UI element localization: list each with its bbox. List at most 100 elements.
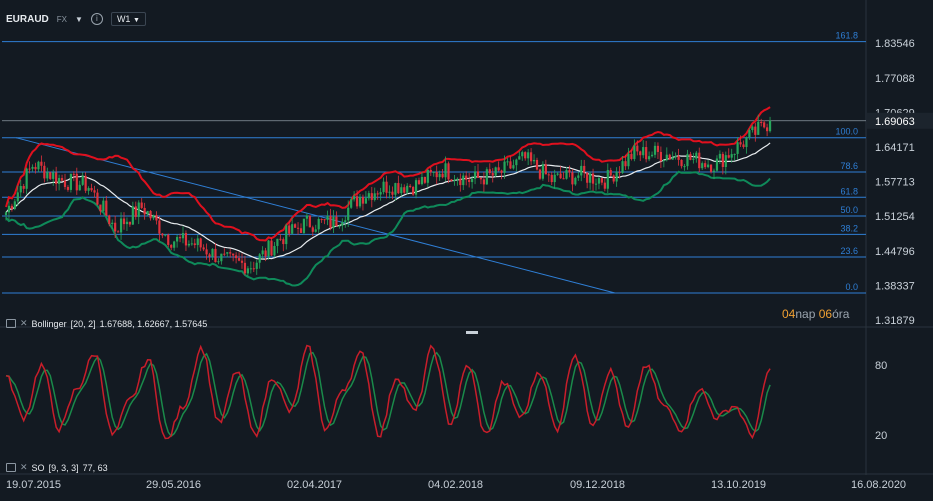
- candle-body: [299, 228, 303, 233]
- time-tick-label: 04.02.2018: [428, 479, 483, 491]
- candle-body: [93, 190, 96, 193]
- candle-body: [518, 156, 521, 160]
- candle-body: [686, 153, 689, 167]
- candle-body: [465, 175, 468, 180]
- candle-body: [423, 177, 426, 183]
- candle-body: [370, 193, 373, 200]
- candle-body: [140, 202, 143, 208]
- candle-body: [541, 164, 544, 179]
- candle-body: [730, 154, 733, 158]
- candle-body: [429, 169, 432, 173]
- candle-body: [397, 183, 400, 194]
- candle-body: [176, 237, 179, 242]
- candle-body: [63, 180, 67, 187]
- candle-body: [662, 160, 665, 162]
- candle-body: [302, 218, 306, 233]
- candle-body: [58, 178, 61, 184]
- candle-body: [473, 171, 477, 179]
- candle-body: [500, 170, 503, 173]
- candle-body: [69, 173, 72, 190]
- candle-body: [243, 262, 247, 274]
- candle-body: [78, 184, 81, 191]
- bollinger-values: 1.67688, 1.62667, 1.57645: [99, 318, 208, 329]
- candle-body: [249, 268, 252, 270]
- candle-body: [506, 161, 509, 163]
- so-d-line: [5, 351, 771, 438]
- candle-body: [229, 252, 232, 254]
- candle-body: [615, 171, 618, 182]
- fib-level-label: 61.8: [840, 186, 858, 196]
- candle-body: [232, 253, 235, 256]
- candle-body: [31, 166, 34, 169]
- bar-countdown: 04nap 06óra: [782, 307, 849, 321]
- candle-body: [4, 212, 8, 216]
- time-tick-label: 16.08.2020: [851, 479, 906, 491]
- close-icon[interactable]: ✕: [20, 318, 28, 328]
- close-icon[interactable]: ✕: [20, 462, 28, 472]
- candle-body: [311, 227, 314, 232]
- candle-body: [677, 155, 680, 160]
- candle-body: [240, 260, 244, 263]
- candle-body: [46, 172, 49, 179]
- candle-body: [574, 177, 577, 185]
- candle-body: [642, 147, 645, 156]
- candle-body: [521, 152, 524, 157]
- candle-body: [326, 215, 329, 220]
- candle-body: [736, 142, 739, 154]
- candle-body: [258, 254, 261, 263]
- candle-body: [668, 154, 671, 160]
- candle-body: [373, 193, 376, 200]
- candle-body: [261, 250, 264, 255]
- candle-body: [583, 165, 586, 173]
- candle-body: [630, 153, 633, 160]
- candle-body: [712, 170, 716, 172]
- candle-body: [650, 154, 654, 157]
- candle-body: [394, 183, 397, 195]
- candle-body: [364, 198, 367, 204]
- candle-body: [409, 185, 412, 187]
- candle-body: [527, 152, 530, 159]
- fib-level-label: 161.8: [835, 31, 858, 41]
- candle-body: [724, 155, 727, 168]
- candle-body: [695, 152, 698, 159]
- symbol-label[interactable]: EURAUD: [6, 13, 49, 25]
- candle-body: [388, 191, 391, 193]
- candle-body: [459, 178, 462, 186]
- countdown-days-unit: nap: [795, 307, 816, 321]
- candle-body: [181, 233, 185, 239]
- candle-body: [190, 243, 193, 245]
- candle-body: [648, 156, 651, 160]
- candle-body: [603, 182, 606, 189]
- candle-body: [235, 255, 238, 259]
- candle-body: [447, 163, 450, 180]
- countdown-hours-unit: óra: [832, 307, 850, 321]
- candle-body: [671, 157, 674, 160]
- window-icon[interactable]: [6, 319, 16, 328]
- candle-body: [609, 169, 612, 176]
- price-tick-label: 1.57713: [875, 177, 915, 189]
- window-icon[interactable]: [6, 463, 16, 472]
- candle-body: [597, 178, 601, 184]
- candle-body: [49, 172, 52, 179]
- stochastic-params: [9, 3, 3]: [48, 462, 79, 473]
- timeframe-dropdown[interactable]: W1 ▼: [110, 12, 146, 26]
- candle-body: [382, 181, 385, 193]
- candle-body: [178, 237, 182, 239]
- candle-body: [509, 161, 512, 169]
- candle-body: [471, 178, 474, 183]
- candle-body: [748, 130, 751, 138]
- candle-body: [760, 121, 763, 123]
- info-icon[interactable]: i: [90, 13, 103, 25]
- candle-body: [494, 167, 497, 176]
- candle-body: [512, 165, 515, 169]
- chevron-down-icon[interactable]: ▼: [75, 14, 83, 24]
- candle-body: [223, 253, 226, 255]
- candle-body: [559, 173, 562, 179]
- candle-body: [636, 145, 639, 152]
- candle-body: [479, 177, 483, 180]
- stochastic-legend: ✕ SO [9, 3, 3] 77, 63: [6, 462, 108, 473]
- candle-body: [81, 175, 84, 185]
- candle-body: [586, 172, 589, 183]
- so-tick-label: 80: [875, 360, 887, 372]
